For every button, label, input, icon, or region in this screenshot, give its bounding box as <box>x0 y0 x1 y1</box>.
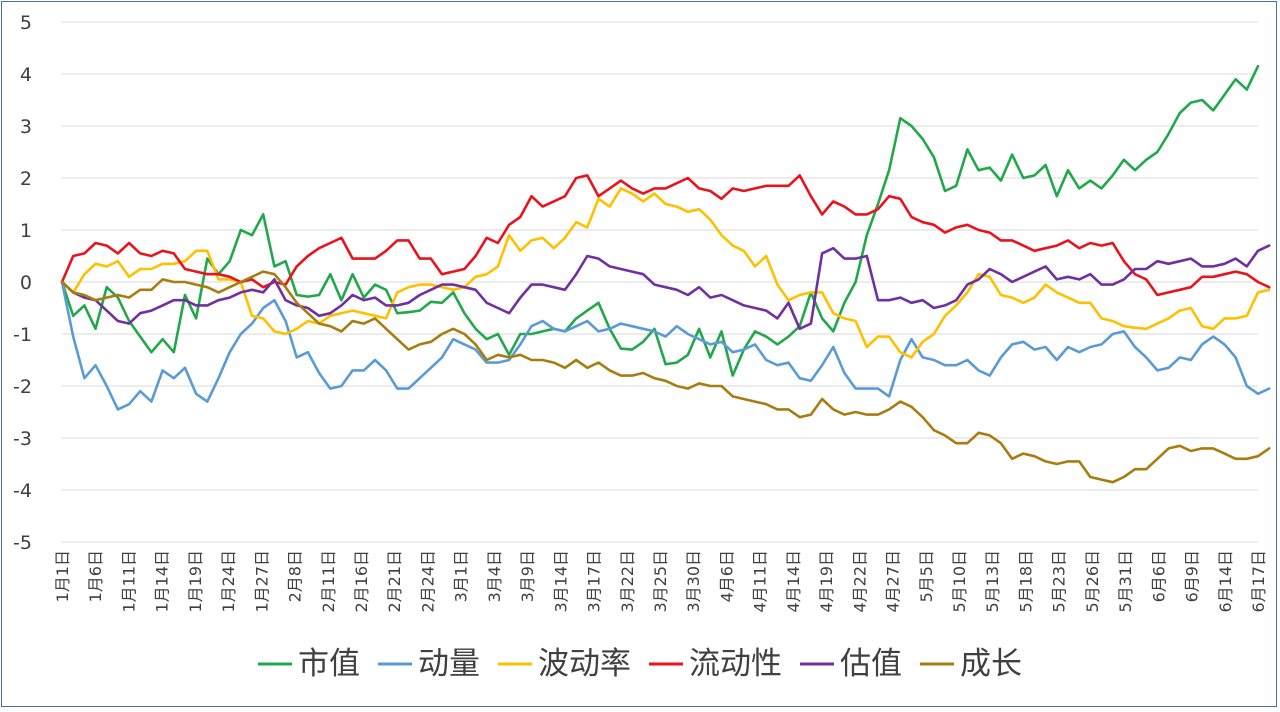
x-tick-label: 4月6日 <box>717 550 736 602</box>
x-tick-label: 5月26日 <box>1083 550 1102 613</box>
y-tick-label: 0 <box>20 272 32 294</box>
x-tick-label: 5月18日 <box>1016 550 1035 613</box>
x-tick-label: 1月19日 <box>186 550 205 613</box>
legend-label: 成长 <box>960 646 1022 682</box>
legend-label: 估值 <box>840 646 902 682</box>
legend-label: 流动性 <box>689 646 782 682</box>
x-tick-label: 1月6日 <box>86 550 105 602</box>
series-line-5 <box>60 270 1271 484</box>
x-tick-label: 4月14日 <box>784 550 803 613</box>
x-tick-label: 2月24日 <box>418 550 437 613</box>
series-line-4 <box>60 244 1271 331</box>
x-tick-label: 1月24日 <box>219 550 238 613</box>
x-tick-label: 4月27日 <box>884 550 903 613</box>
x-tick-label: 3月9日 <box>518 550 537 602</box>
x-tick-label: 3月4日 <box>485 550 504 602</box>
x-tick-label: 5月23日 <box>1050 550 1069 613</box>
x-tick-label: 2月16日 <box>352 550 371 613</box>
x-tick-label: 3月1日 <box>452 550 471 602</box>
x-tick-label: 1月14日 <box>153 550 172 613</box>
series-line-1 <box>60 280 1271 411</box>
y-tick-label: 4 <box>20 64 32 86</box>
x-tick-label: 1月11日 <box>119 550 138 613</box>
legend: 市值 动量 波动率 流动性 估值 成长 <box>258 646 1022 682</box>
x-tick-label: 5月31日 <box>1116 550 1135 613</box>
y-axis: 5 4 3 2 1 0 -1 -2 -3 -4 -5 <box>13 12 32 554</box>
y-tick-label: -5 <box>13 532 32 554</box>
legend-label: 动量 <box>418 646 480 682</box>
y-tick-label: 2 <box>20 168 32 190</box>
y-tick-label: -2 <box>13 376 32 398</box>
x-tick-label: 2月21日 <box>385 550 404 613</box>
x-tick-label: 3月22日 <box>618 550 637 613</box>
x-tick-label: 6月9日 <box>1183 550 1202 602</box>
x-tick-label: 5月5日 <box>917 550 936 602</box>
x-tick-label: 6月14日 <box>1216 550 1235 613</box>
x-tick-label: 3月17日 <box>585 550 604 613</box>
y-tick-label: -4 <box>13 480 32 502</box>
legend-label: 波动率 <box>538 646 631 682</box>
series-lines <box>60 64 1271 484</box>
y-tick-label: 5 <box>20 12 32 34</box>
x-tick-label: 6月6日 <box>1149 550 1168 602</box>
legend-label: 市值 <box>298 646 360 682</box>
x-tick-label: 2月8日 <box>286 550 305 602</box>
y-tick-label: 1 <box>20 220 32 242</box>
x-tick-label: 1月1日 <box>53 550 72 602</box>
y-tick-label: -1 <box>13 324 32 346</box>
x-tick-label: 4月11日 <box>751 550 770 613</box>
x-tick-label: 3月30日 <box>684 550 703 613</box>
x-tick-label: 4月19日 <box>817 550 836 613</box>
series-line-0 <box>60 64 1260 377</box>
y-tick-label: -3 <box>13 428 32 450</box>
series-line-2 <box>60 187 1271 359</box>
gridlines <box>62 21 1258 543</box>
x-tick-label: 1月27日 <box>252 550 271 613</box>
series-line-3 <box>60 174 1271 297</box>
x-tick-label: 5月10日 <box>950 550 969 613</box>
x-tick-label: 3月25日 <box>651 550 670 613</box>
x-tick-label: 5月13日 <box>983 550 1002 613</box>
x-tick-label: 6月17日 <box>1249 550 1268 613</box>
x-tick-label: 2月11日 <box>319 550 338 613</box>
x-tick-label: 4月22日 <box>850 550 869 613</box>
y-tick-label: 3 <box>20 116 32 138</box>
x-tick-label: 3月14日 <box>551 550 570 613</box>
x-axis: 1月1日 1月6日 1月11日 1月14日 1月19日 1月24日 1月27日 2月8日 2月1… <box>53 550 1268 613</box>
